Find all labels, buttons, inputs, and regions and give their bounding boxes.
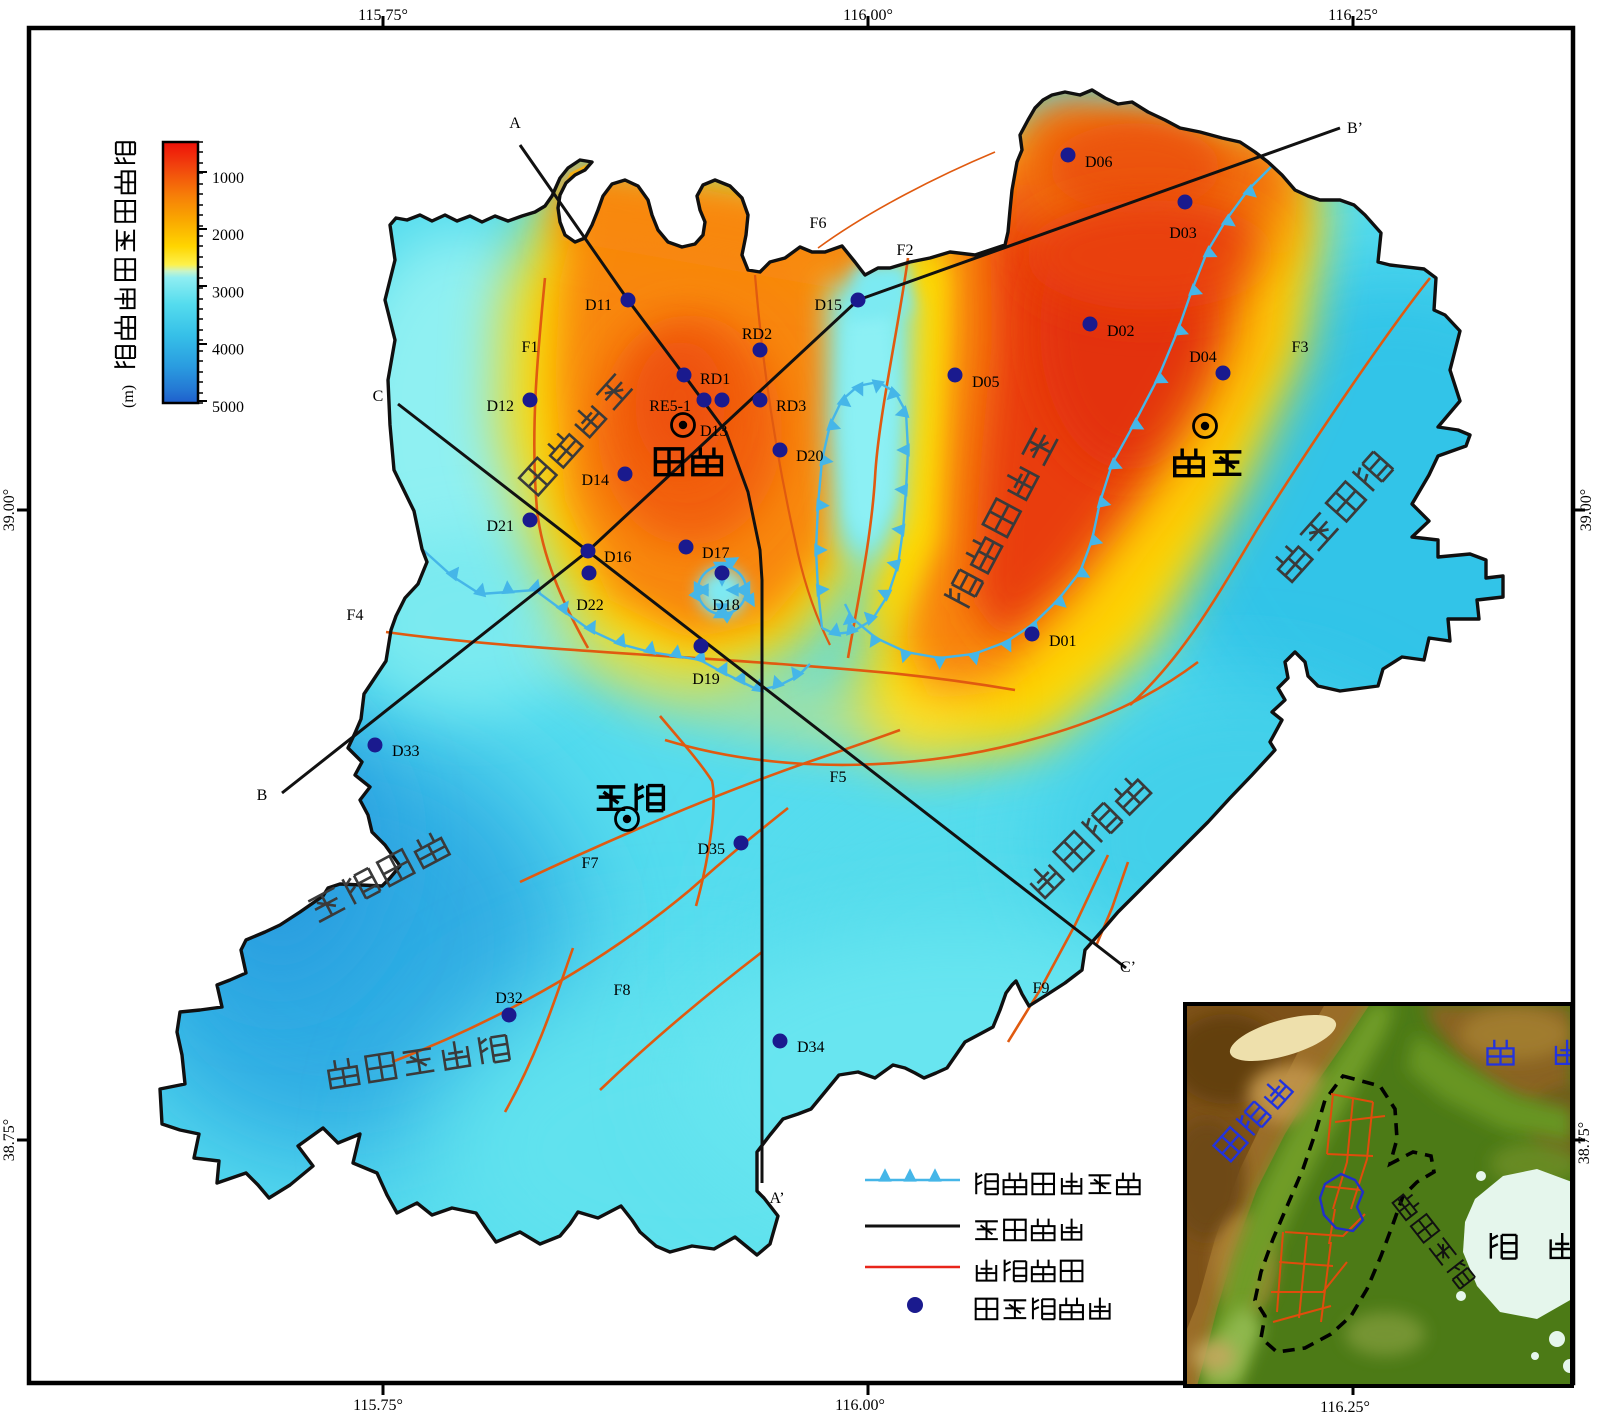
svg-text:D17: D17	[702, 545, 730, 562]
svg-text:C’: C’	[1120, 959, 1136, 976]
svg-text:F5: F5	[830, 769, 847, 786]
svg-text:D34: D34	[797, 1039, 825, 1056]
svg-text:38.75°: 38.75°	[1576, 1122, 1593, 1164]
svg-text:39.00°: 39.00°	[1578, 489, 1595, 531]
svg-text:4000: 4000	[212, 342, 244, 359]
svg-text:116.00°: 116.00°	[843, 7, 893, 24]
svg-text:F4: F4	[347, 607, 364, 624]
svg-text:D15: D15	[814, 297, 842, 314]
svg-text:D01: D01	[1049, 633, 1077, 650]
svg-text:38.75°: 38.75°	[1, 1119, 18, 1161]
svg-text:D32: D32	[495, 990, 523, 1007]
svg-text:1000: 1000	[212, 170, 244, 187]
svg-text:F9: F9	[1033, 980, 1050, 997]
svg-text:D20: D20	[796, 448, 824, 465]
svg-text:(m): (m)	[120, 385, 137, 408]
svg-text:A: A	[509, 115, 521, 132]
svg-text:D14: D14	[581, 472, 609, 489]
svg-text:D16: D16	[604, 549, 632, 566]
svg-text:F1: F1	[522, 339, 539, 356]
svg-text:116.25°: 116.25°	[1320, 1399, 1370, 1416]
svg-text:D11: D11	[585, 297, 612, 314]
svg-text:F3: F3	[1292, 339, 1309, 356]
svg-text:D22: D22	[576, 597, 604, 614]
svg-text:39.00°: 39.00°	[1, 489, 18, 531]
svg-text:RD3: RD3	[776, 398, 806, 415]
svg-text:F2: F2	[897, 242, 914, 259]
svg-text:D04: D04	[1189, 349, 1217, 366]
svg-text:D21: D21	[486, 518, 514, 535]
svg-text:D19: D19	[692, 671, 720, 688]
svg-text:RD1: RD1	[700, 371, 730, 388]
svg-text:A’: A’	[769, 1190, 784, 1207]
svg-text:D33: D33	[392, 743, 420, 760]
svg-text:116.25°: 116.25°	[1328, 7, 1378, 24]
svg-text:RD2: RD2	[742, 326, 772, 343]
svg-text:D35: D35	[697, 841, 725, 858]
svg-text:D06: D06	[1085, 154, 1113, 171]
svg-text:D05: D05	[972, 374, 1000, 391]
svg-text:F7: F7	[582, 855, 599, 872]
svg-text:116.00°: 116.00°	[835, 1397, 885, 1414]
svg-text:3000: 3000	[212, 284, 244, 301]
svg-text:D03: D03	[1169, 225, 1197, 242]
svg-text:115.75°: 115.75°	[353, 1397, 403, 1414]
svg-text:F6: F6	[810, 215, 827, 232]
svg-text:F8: F8	[614, 982, 631, 999]
svg-text:115.75°: 115.75°	[358, 7, 408, 24]
svg-text:D02: D02	[1107, 323, 1135, 340]
svg-text:D13: D13	[700, 423, 728, 440]
svg-text:C: C	[373, 388, 384, 405]
svg-text:B’: B’	[1347, 120, 1363, 137]
svg-text:RE5-1: RE5-1	[649, 398, 691, 415]
svg-text:5000: 5000	[212, 399, 244, 416]
svg-text:D12: D12	[486, 398, 514, 415]
svg-text:D18: D18	[712, 597, 740, 614]
svg-text:B: B	[257, 787, 268, 804]
svg-text:2000: 2000	[212, 227, 244, 244]
